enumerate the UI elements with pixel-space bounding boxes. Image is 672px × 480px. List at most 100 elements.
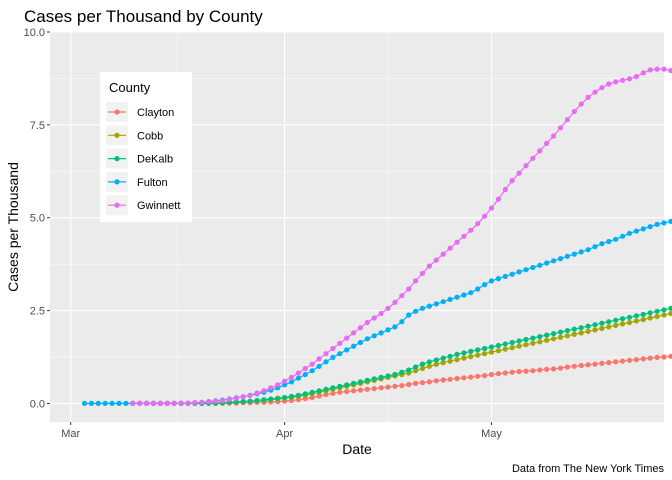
data-point bbox=[530, 264, 536, 271]
series-line bbox=[132, 68, 672, 404]
data-point bbox=[447, 358, 453, 364]
series-layer bbox=[81, 66, 672, 406]
data-point bbox=[433, 301, 439, 307]
data-point bbox=[109, 400, 115, 406]
data-point bbox=[488, 344, 495, 350]
data-point bbox=[551, 258, 557, 264]
data-point bbox=[440, 360, 446, 366]
data-point bbox=[295, 370, 301, 376]
data-point bbox=[633, 318, 640, 324]
legend-item: Clayton bbox=[106, 102, 174, 122]
data-point bbox=[585, 323, 591, 329]
data-point bbox=[385, 384, 391, 390]
data-point bbox=[606, 238, 612, 245]
data-point bbox=[247, 398, 253, 404]
y-tick-label: 5.0 bbox=[30, 213, 45, 225]
data-point bbox=[440, 299, 446, 305]
data-point bbox=[606, 319, 612, 325]
data-point bbox=[323, 351, 329, 357]
data-point bbox=[413, 368, 419, 374]
data-point bbox=[309, 389, 315, 395]
data-point bbox=[564, 333, 571, 339]
data-point bbox=[337, 383, 343, 389]
data-point bbox=[488, 349, 495, 355]
data-point bbox=[399, 319, 405, 325]
data-point bbox=[633, 313, 640, 319]
data-point bbox=[385, 305, 391, 311]
y-tick-label: 10.0 bbox=[24, 27, 45, 39]
data-point bbox=[178, 400, 184, 406]
y-axis: 0.0 2.5 5.0 7.5 10.0 bbox=[24, 27, 50, 410]
data-point bbox=[185, 400, 191, 406]
data-point bbox=[482, 213, 488, 219]
data-point bbox=[544, 337, 550, 343]
data-point bbox=[537, 262, 543, 268]
data-point bbox=[613, 317, 619, 323]
data-point bbox=[282, 378, 288, 384]
data-point bbox=[95, 400, 101, 406]
y-tick-label: 0.0 bbox=[30, 398, 45, 410]
data-point bbox=[613, 359, 619, 365]
data-point bbox=[495, 371, 501, 377]
y-tick-label: 2.5 bbox=[30, 306, 45, 318]
data-point bbox=[378, 330, 384, 336]
data-point bbox=[302, 371, 308, 378]
data-point bbox=[599, 85, 605, 91]
data-point bbox=[523, 163, 529, 169]
data-point bbox=[295, 375, 301, 381]
data-point bbox=[344, 382, 350, 388]
data-point bbox=[640, 226, 646, 232]
x-tick-label: Apr bbox=[276, 428, 293, 440]
data-point bbox=[557, 329, 564, 335]
legend: County Clayton Cobb DeKalb Fulton Gwinnett bbox=[100, 72, 192, 222]
data-point bbox=[413, 364, 419, 370]
data-point bbox=[551, 133, 557, 139]
data-point bbox=[488, 371, 495, 378]
data-point bbox=[523, 267, 529, 273]
data-point bbox=[633, 228, 640, 234]
data-point bbox=[488, 205, 495, 211]
data-point bbox=[523, 342, 529, 348]
data-point bbox=[399, 293, 405, 299]
data-point bbox=[537, 339, 543, 345]
data-point bbox=[668, 310, 672, 317]
x-tick-label: Mar bbox=[61, 428, 80, 440]
data-point bbox=[571, 326, 577, 332]
data-point bbox=[606, 360, 612, 366]
data-point bbox=[502, 370, 508, 376]
data-point bbox=[406, 312, 412, 318]
y-tick-label: 7.5 bbox=[30, 120, 45, 132]
data-point bbox=[419, 305, 426, 311]
data-point bbox=[502, 346, 508, 352]
data-point bbox=[399, 383, 405, 389]
data-point bbox=[351, 380, 357, 386]
data-point bbox=[150, 400, 157, 406]
data-point bbox=[171, 400, 177, 406]
data-point bbox=[282, 382, 288, 388]
data-point bbox=[116, 400, 122, 406]
data-point bbox=[544, 332, 550, 338]
data-point bbox=[468, 374, 474, 380]
data-point bbox=[475, 286, 481, 292]
data-point bbox=[475, 373, 481, 379]
data-point bbox=[495, 276, 501, 282]
data-point bbox=[406, 286, 412, 292]
data-point bbox=[440, 377, 446, 383]
data-point bbox=[661, 66, 667, 72]
data-point bbox=[330, 390, 336, 396]
data-point bbox=[626, 319, 633, 326]
data-point bbox=[461, 233, 467, 239]
data-point bbox=[585, 328, 591, 334]
data-point bbox=[571, 363, 577, 369]
data-point bbox=[495, 196, 501, 202]
data-point bbox=[461, 350, 467, 356]
data-point bbox=[571, 108, 577, 115]
data-point bbox=[419, 361, 426, 367]
legend-key-point bbox=[114, 179, 120, 185]
data-point bbox=[654, 308, 660, 314]
data-point bbox=[426, 379, 432, 385]
data-point bbox=[571, 251, 577, 257]
data-point bbox=[309, 361, 315, 367]
data-point bbox=[557, 256, 564, 262]
data-point bbox=[640, 311, 646, 317]
